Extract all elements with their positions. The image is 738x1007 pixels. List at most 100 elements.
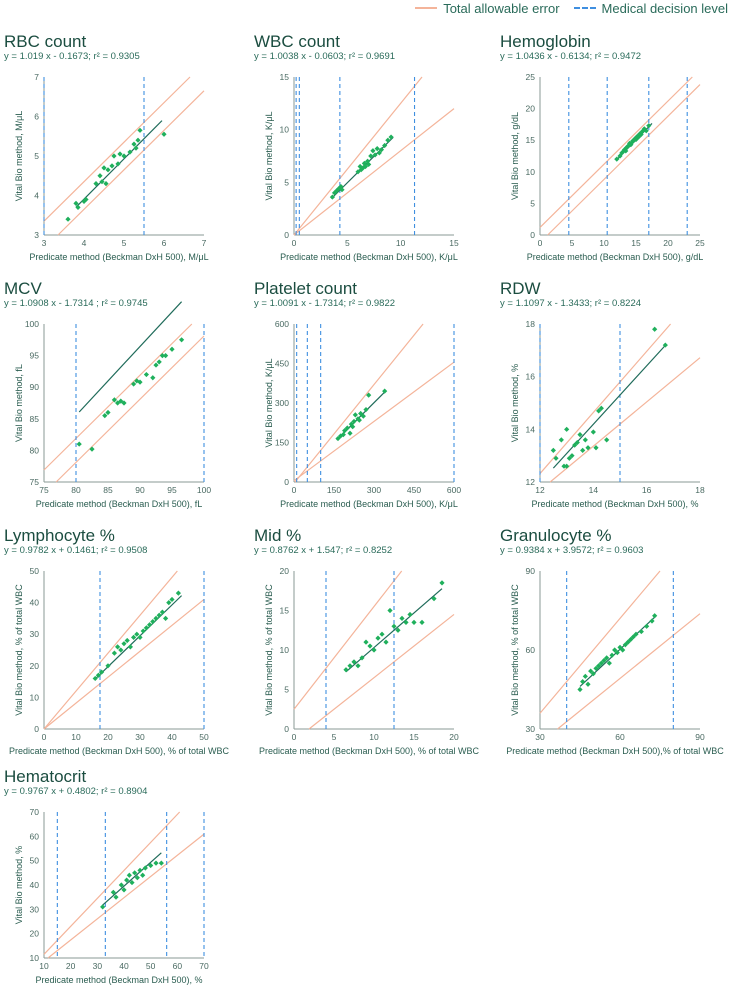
y-axis-label: Vital Bio method, %: [14, 846, 24, 924]
panel-lymphocyte: Lymphocyte % y = 0.9782 x + 0.1461; r² =…: [4, 526, 244, 766]
y-tick-label: 10: [30, 692, 40, 702]
x-tick-label: 0: [292, 238, 297, 248]
chart-title: Granulocyte %: [500, 526, 612, 545]
data-point: [355, 416, 361, 422]
x-tick-label: 5: [345, 238, 350, 248]
tae-line: [293, 76, 423, 236]
data-point: [582, 673, 588, 679]
data-point: [140, 872, 146, 878]
data-point: [115, 161, 121, 167]
data-point: [407, 611, 413, 618]
data-point: [179, 337, 185, 343]
x-axis-label: Predicate method (Beckman DxH 500), K/μL: [280, 499, 458, 509]
chart-svg: 12 14 16 18 12 14 16 18 Predicate method (Beckma…: [510, 319, 705, 509]
data-point: [153, 362, 159, 368]
x-tick-label: 600: [447, 485, 461, 495]
y-tick-label: 300: [275, 398, 289, 408]
y-tick-label: 40: [30, 880, 40, 890]
data-point: [83, 196, 89, 203]
data-point: [169, 346, 175, 352]
x-tick-label: 0: [42, 732, 47, 742]
data-point: [638, 628, 644, 635]
y-tick-label: 40: [30, 598, 40, 608]
y-tick-label: 30: [30, 904, 40, 914]
data-point: [580, 679, 586, 685]
chart-svg: 0 5 10 15 20 25 0 5 10 15 20 25 Predicate method (Be…: [510, 72, 705, 262]
y-tick-label: 10: [280, 125, 290, 135]
tae-line: [549, 357, 701, 483]
data-point: [644, 623, 650, 629]
data-point: [375, 635, 381, 641]
data-point: [347, 663, 353, 669]
y-tick-label: 30: [526, 724, 536, 734]
data-point: [411, 619, 417, 625]
data-point: [604, 437, 610, 443]
data-point: [163, 615, 169, 621]
tae-line: [293, 570, 403, 710]
data-point: [127, 644, 133, 650]
chart-svg: 0 10 20 30 40 50 0 10 20 30 40 50 Predicate method (…: [9, 566, 230, 756]
data-point: [593, 665, 599, 672]
panel-granulocyte: Granulocyte % y = 0.9384 x + 3.9572; r² …: [500, 526, 738, 766]
data-point: [574, 439, 580, 446]
data-point: [81, 198, 87, 205]
x-tick-label: 40: [167, 732, 177, 742]
data-point: [118, 647, 124, 653]
tae-line: [43, 570, 178, 730]
data-point: [374, 146, 380, 152]
data-point: [143, 371, 149, 378]
data-point: [614, 156, 620, 162]
data-point: [150, 375, 156, 381]
data-point: [652, 326, 658, 332]
chart-svg: 0 5 10 15 20 0 5 10 15 20 Predicate method (Beckma…: [259, 566, 480, 756]
chart-svg: 10 20 30 40 50 60 70 10 20 30 40 50 60 70 Predicate me…: [14, 807, 209, 985]
data-point: [124, 637, 130, 644]
x-tick-label: 20: [663, 238, 673, 248]
data-point: [561, 463, 567, 469]
y-tick-label: 85: [30, 414, 40, 424]
y-tick-label: 3: [34, 230, 39, 240]
regression-line: [78, 301, 183, 413]
chart-svg: 30 60 90 30 60 90 Predicate method (Beckman Dx…: [506, 566, 724, 756]
data-point: [109, 163, 115, 169]
data-point: [156, 612, 162, 618]
legend-mdl-label: Medical decision level: [601, 0, 728, 16]
x-tick-label: 10: [39, 961, 49, 971]
y-tick-label: 16: [526, 372, 536, 382]
data-point: [419, 619, 425, 625]
chart-title: Hemoglobin: [500, 32, 591, 51]
y-tick-label: 90: [30, 382, 40, 392]
x-axis-label: Predicate method (Beckman DxH 500), M/μL: [29, 252, 208, 262]
chart-svg: 0 5 10 15 0 5 10 15 Predicate method (Beckman Dx…: [264, 72, 459, 262]
x-tick-label: 10: [396, 238, 406, 248]
data-point: [131, 634, 137, 640]
y-tick-label: 15: [280, 72, 290, 82]
x-tick-label: 30: [535, 732, 545, 742]
data-point: [558, 437, 564, 443]
tae-line: [308, 613, 455, 730]
x-tick-label: 16: [642, 485, 652, 495]
y-tick-label: 0: [284, 477, 289, 487]
y-axis-label: Vital Bio method, fL: [14, 364, 24, 442]
x-tick-label: 10: [369, 732, 379, 742]
data-point: [142, 865, 148, 871]
data-point: [131, 141, 137, 147]
x-tick-label: 80: [71, 485, 81, 495]
x-axis-label: Predicate method (Beckman DxH 500), K/μL: [280, 252, 458, 262]
data-point: [367, 643, 373, 649]
data-point: [133, 145, 139, 151]
tae-line: [55, 335, 205, 483]
data-point: [582, 437, 588, 443]
x-tick-label: 300: [367, 485, 381, 495]
x-tick-label: 60: [173, 961, 183, 971]
data-point: [89, 446, 95, 452]
y-tick-label: 100: [25, 319, 39, 329]
data-point: [351, 659, 357, 665]
x-tick-label: 0: [292, 732, 297, 742]
x-tick-label: 3: [42, 238, 47, 248]
y-axis-label: Vital Bio method, %: [510, 364, 520, 442]
y-tick-label: 20: [30, 929, 40, 939]
y-tick-label: 0: [284, 724, 289, 734]
y-axis-label: Vital Bio method, % of total WBC: [14, 584, 24, 716]
x-axis-label: Predicate method (Beckman DxH 500), % of…: [259, 746, 480, 756]
